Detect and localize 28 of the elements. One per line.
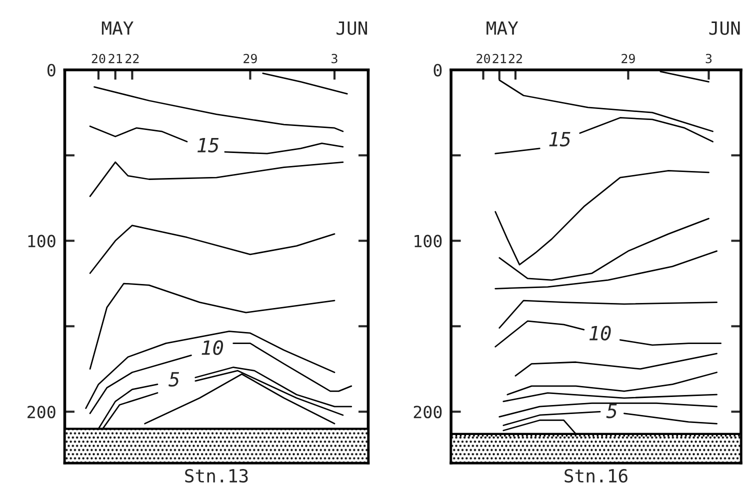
y-tick-label: 100 [28,234,56,248]
x-tick-label: 3 [332,54,338,64]
y-tick-label: 100 [414,234,442,248]
x-axis-title: Stn.16 [564,468,628,483]
y-tick-label: 0 [434,64,442,76]
text: JUN [336,21,367,35]
text: MAY [486,21,518,35]
text: MAY [102,21,134,35]
x-tick-label: 22 [126,54,139,64]
y-tick-label: 200 [414,406,442,418]
annotation: 10 [589,326,611,340]
x-tick-label: 29 [622,54,635,64]
annotation: 10 [202,340,224,356]
annotation: 5 [606,404,617,418]
x-tick-label: 3 [706,54,712,64]
annotation: 15 [198,138,219,152]
x-tick-label: 20 [92,54,106,64]
x-tick-label: 22 [508,54,522,64]
annotation: 15 [549,132,570,146]
x-tick-label: 20 [476,54,490,64]
y-tick-label: 200 [28,406,56,418]
x-tick-label: 21 [492,54,506,64]
x-axis-title: Stn.13 [185,468,248,483]
x-tick-label: 29 [244,54,257,64]
text: JUN [709,21,740,35]
annotation: 5 [168,372,180,387]
x-tick-label: 21 [108,54,122,64]
y-tick-label: 0 [47,64,56,76]
